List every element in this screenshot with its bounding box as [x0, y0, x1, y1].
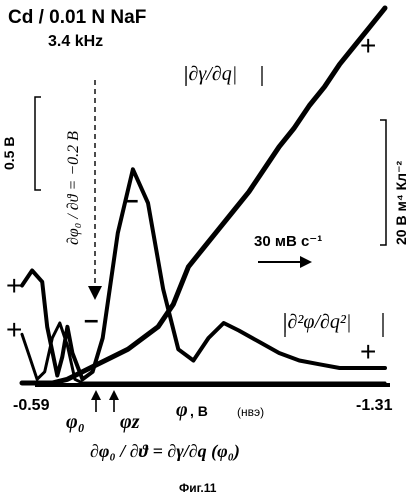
dashed-indicator-arrowhead	[88, 286, 102, 300]
x-axis-symbol: φ	[176, 400, 188, 420]
figure-caption: Фиг.11	[179, 482, 216, 494]
right-scale-bar-bracket	[380, 120, 386, 245]
x-tick-label-right: -1.31	[356, 398, 392, 414]
chart-title-line2: 3.4 kHz	[48, 34, 103, 50]
bottom-formula: ∂φ₀ / ∂ϑ = ∂γ/∂q (φ₀)	[90, 442, 240, 460]
right-scale-label: 20 В м⁴ Кл⁻²	[394, 161, 408, 245]
rate-label: 30 мВ с⁻¹	[254, 234, 322, 249]
x-axis-unit: , В	[190, 404, 208, 418]
annotation-minus-upper: –	[124, 186, 138, 212]
series-label-phi2: |∂²φ/∂q²|	[282, 312, 351, 332]
scale-bar-bracket	[35, 97, 41, 190]
rate-arrowhead	[300, 256, 312, 268]
phi0-marker-label: φ₀	[66, 412, 85, 432]
annotation-plus-topright: +	[360, 32, 376, 60]
annotation-plus-right-lower: +	[360, 338, 376, 366]
annotation-plus-left-upper: +	[6, 272, 22, 300]
phi0-arrowhead	[91, 390, 101, 400]
x-tick-label-left: -0.59	[13, 398, 49, 414]
phiz-arrowhead	[109, 390, 119, 400]
annotation-plus-left-lower: +	[6, 316, 22, 344]
scale-bar-label: 0.5 В	[2, 137, 16, 170]
phiz-marker-label: φz	[120, 412, 139, 432]
chart-title-line1: Cd / 0.01 N NaF	[8, 8, 146, 27]
dashed-indicator-label: ∂φ₀ / ∂ϑ = −0.2 В	[66, 131, 82, 245]
series-label-gamma: |∂γ/∂q|	[183, 64, 237, 84]
x-axis-reference: (нвэ)	[237, 406, 264, 418]
annotation-minus-lower: –	[84, 306, 98, 332]
